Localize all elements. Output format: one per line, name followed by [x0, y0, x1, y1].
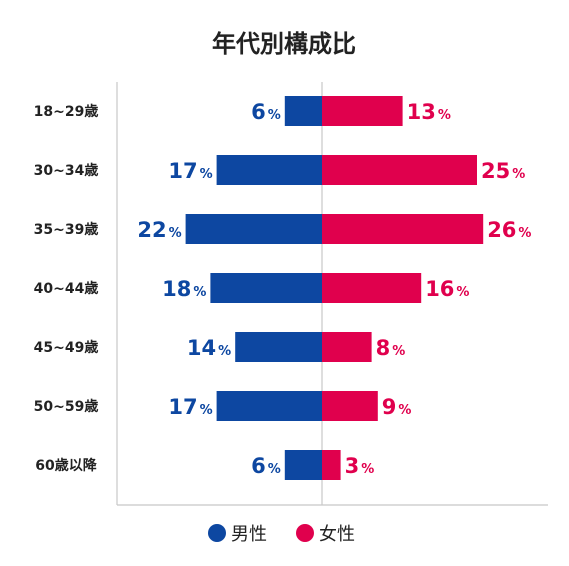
- category-label: 35~39歳: [34, 221, 99, 238]
- bar-female: [322, 332, 372, 362]
- data-label-male: 17%: [168, 159, 212, 183]
- legend-marker-female: [296, 524, 314, 542]
- data-label-male: 22%: [137, 218, 181, 242]
- data-label-female: 9%: [382, 395, 412, 419]
- legend-label-female: 女性: [319, 524, 355, 545]
- data-label-male: 14%: [187, 336, 231, 360]
- legend-label-male: 男性: [231, 524, 267, 545]
- category-label: 45~49歳: [34, 339, 99, 356]
- bar-male: [284, 96, 322, 126]
- data-label-male: 18%: [162, 277, 206, 301]
- data-label-male: 17%: [168, 395, 212, 419]
- bar-male: [216, 391, 322, 421]
- bar-male: [216, 155, 322, 185]
- legend-marker-male: [208, 524, 226, 542]
- data-label-female: 25%: [481, 159, 525, 183]
- bar-male: [185, 214, 322, 244]
- data-label-male: 6%: [251, 100, 281, 124]
- bar-female: [322, 273, 422, 303]
- bar-male: [210, 273, 322, 303]
- legend: 男性 女性: [208, 524, 355, 545]
- category-label: 60歳以降: [35, 457, 97, 474]
- bars-layer: [185, 96, 484, 480]
- data-label-female: 3%: [345, 454, 375, 478]
- bar-female: [322, 96, 403, 126]
- labels-layer: 18~29歳 6% 13 % 30~34歳 17% 25 % 35~39歳 22% 26 % 40~44…: [34, 100, 532, 478]
- bar-male: [235, 332, 322, 362]
- bar-female: [322, 391, 378, 421]
- data-label-male: 6%: [251, 454, 281, 478]
- data-label-female: 16%: [425, 277, 469, 301]
- category-label: 50~59歳: [34, 398, 99, 415]
- bar-female: [322, 214, 484, 244]
- category-label: 40~44歳: [34, 280, 99, 297]
- data-label-female: 13%: [407, 100, 451, 124]
- data-label-female: 26%: [487, 218, 531, 242]
- category-label: 30~34歳: [34, 162, 99, 179]
- bar-female: [322, 450, 341, 480]
- chart-title: 年代別構成比: [212, 30, 356, 58]
- data-label-female: 8%: [376, 336, 406, 360]
- bar-male: [284, 450, 322, 480]
- category-label: 18~29歳: [34, 103, 99, 120]
- bar-female: [322, 155, 477, 185]
